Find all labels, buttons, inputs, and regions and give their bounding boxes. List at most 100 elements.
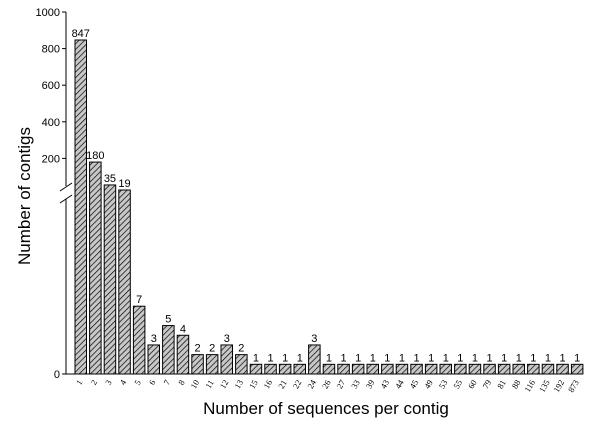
x-tick-label-26: 26 — [320, 378, 333, 390]
bar-2 — [89, 161, 102, 375]
y-tick-label-400: 400 — [42, 117, 60, 129]
bar-88 — [512, 363, 525, 375]
x-tick-label-88: 88 — [510, 378, 523, 390]
data-label-873: 1 — [574, 352, 580, 364]
x-tick-label-2: 2 — [88, 378, 99, 387]
data-label-135: 1 — [545, 352, 551, 364]
bar-22 — [293, 363, 306, 375]
bar-43 — [381, 363, 394, 375]
bar-3 — [103, 184, 117, 375]
axis-break-mark-lower — [59, 194, 73, 204]
x-tick-label-135: 135 — [537, 378, 552, 394]
x-tick-label-873: 873 — [566, 378, 581, 394]
x-tick-label-79: 79 — [480, 378, 493, 390]
bar-21 — [278, 363, 292, 375]
data-label-16: 1 — [267, 352, 273, 364]
data-label-11: 2 — [209, 343, 215, 355]
bar-116 — [527, 363, 540, 375]
bar-45 — [410, 363, 423, 375]
bar-24 — [308, 344, 321, 375]
x-tick-label-24: 24 — [305, 377, 318, 390]
data-label-12: 3 — [224, 333, 230, 345]
bar-39 — [366, 363, 379, 375]
bar-27 — [337, 363, 350, 375]
bar-15 — [249, 363, 263, 375]
x-tick-label-21: 21 — [276, 378, 289, 390]
x-tick-label-116: 116 — [522, 378, 537, 394]
x-tick-label-22: 22 — [291, 378, 304, 390]
x-tick-label-8: 8 — [176, 378, 187, 387]
x-tick-label-49: 49 — [422, 378, 435, 390]
data-label-21: 1 — [282, 352, 288, 364]
data-label-55: 1 — [457, 352, 463, 364]
x-tick-label-81: 81 — [495, 378, 508, 390]
y-tick-label-0: 0 — [54, 369, 60, 381]
data-label-6: 3 — [151, 333, 157, 345]
data-label-39: 1 — [370, 352, 376, 364]
bar-13 — [235, 354, 248, 375]
y-tick-label-600: 600 — [42, 80, 60, 92]
data-label-22: 1 — [297, 352, 303, 364]
data-label-3: 35 — [104, 173, 116, 185]
data-label-43: 1 — [384, 352, 390, 364]
bar-26 — [322, 363, 336, 375]
x-tick-label-33: 33 — [349, 378, 362, 390]
data-label-88: 1 — [516, 352, 522, 364]
x-tick-label-5: 5 — [132, 378, 143, 387]
bar-55 — [454, 363, 467, 375]
x-tick-label-39: 39 — [364, 378, 377, 390]
bar-53 — [439, 363, 452, 375]
bar-8 — [176, 334, 190, 375]
bar-4 — [118, 189, 131, 375]
x-tick-label-43: 43 — [378, 378, 391, 390]
bar-7 — [162, 325, 175, 375]
bar-1 — [74, 39, 87, 375]
x-tick-label-16: 16 — [261, 378, 274, 390]
data-label-45: 1 — [413, 352, 419, 364]
data-label-1: 847 — [72, 28, 90, 40]
x-tick-label-7: 7 — [161, 378, 172, 387]
data-label-4: 19 — [118, 178, 130, 190]
x-tick-label-55: 55 — [451, 378, 464, 390]
bar-135 — [541, 363, 555, 375]
x-tick-label-192: 192 — [551, 378, 566, 394]
data-label-81: 1 — [501, 352, 507, 364]
data-label-13: 2 — [238, 343, 244, 355]
x-tick-label-45: 45 — [407, 378, 420, 390]
data-label-8: 4 — [180, 323, 186, 335]
x-tick-label-6: 6 — [147, 378, 158, 387]
data-label-5: 7 — [136, 294, 142, 306]
data-label-33: 1 — [355, 352, 361, 364]
x-tick-label-53: 53 — [437, 378, 450, 390]
x-tick-label-12: 12 — [218, 378, 231, 390]
axes-group: 1000 800 600 400 200 0 — [36, 7, 582, 381]
x-tick-label-15: 15 — [247, 378, 260, 390]
bar-12 — [220, 344, 233, 375]
bar-16 — [264, 363, 277, 375]
y-tick-label-800: 800 — [42, 44, 60, 56]
bars-group — [74, 39, 584, 375]
data-label-44: 1 — [399, 352, 405, 364]
bar-60 — [468, 363, 482, 375]
x-tick-label-11: 11 — [203, 378, 216, 390]
data-label-24: 3 — [311, 333, 317, 345]
labels-group: 8471180235319475365748210211312213115116… — [72, 28, 581, 394]
x-tick-label-1: 1 — [74, 378, 85, 387]
y-axis-title: Number of contigs — [15, 127, 34, 265]
x-tick-label-13: 13 — [232, 378, 245, 390]
bar-6 — [147, 344, 160, 375]
x-tick-label-3: 3 — [103, 378, 114, 387]
data-label-7: 5 — [165, 314, 171, 326]
data-label-26: 1 — [326, 352, 332, 364]
data-label-60: 1 — [472, 352, 478, 364]
data-label-49: 1 — [428, 352, 434, 364]
bar-81 — [497, 363, 511, 375]
data-label-2: 180 — [86, 150, 104, 162]
bar-79 — [483, 363, 496, 375]
data-label-192: 1 — [559, 352, 565, 364]
bar-11 — [205, 354, 219, 375]
data-label-15: 1 — [253, 352, 259, 364]
data-label-79: 1 — [486, 352, 492, 364]
data-label-53: 1 — [443, 352, 449, 364]
